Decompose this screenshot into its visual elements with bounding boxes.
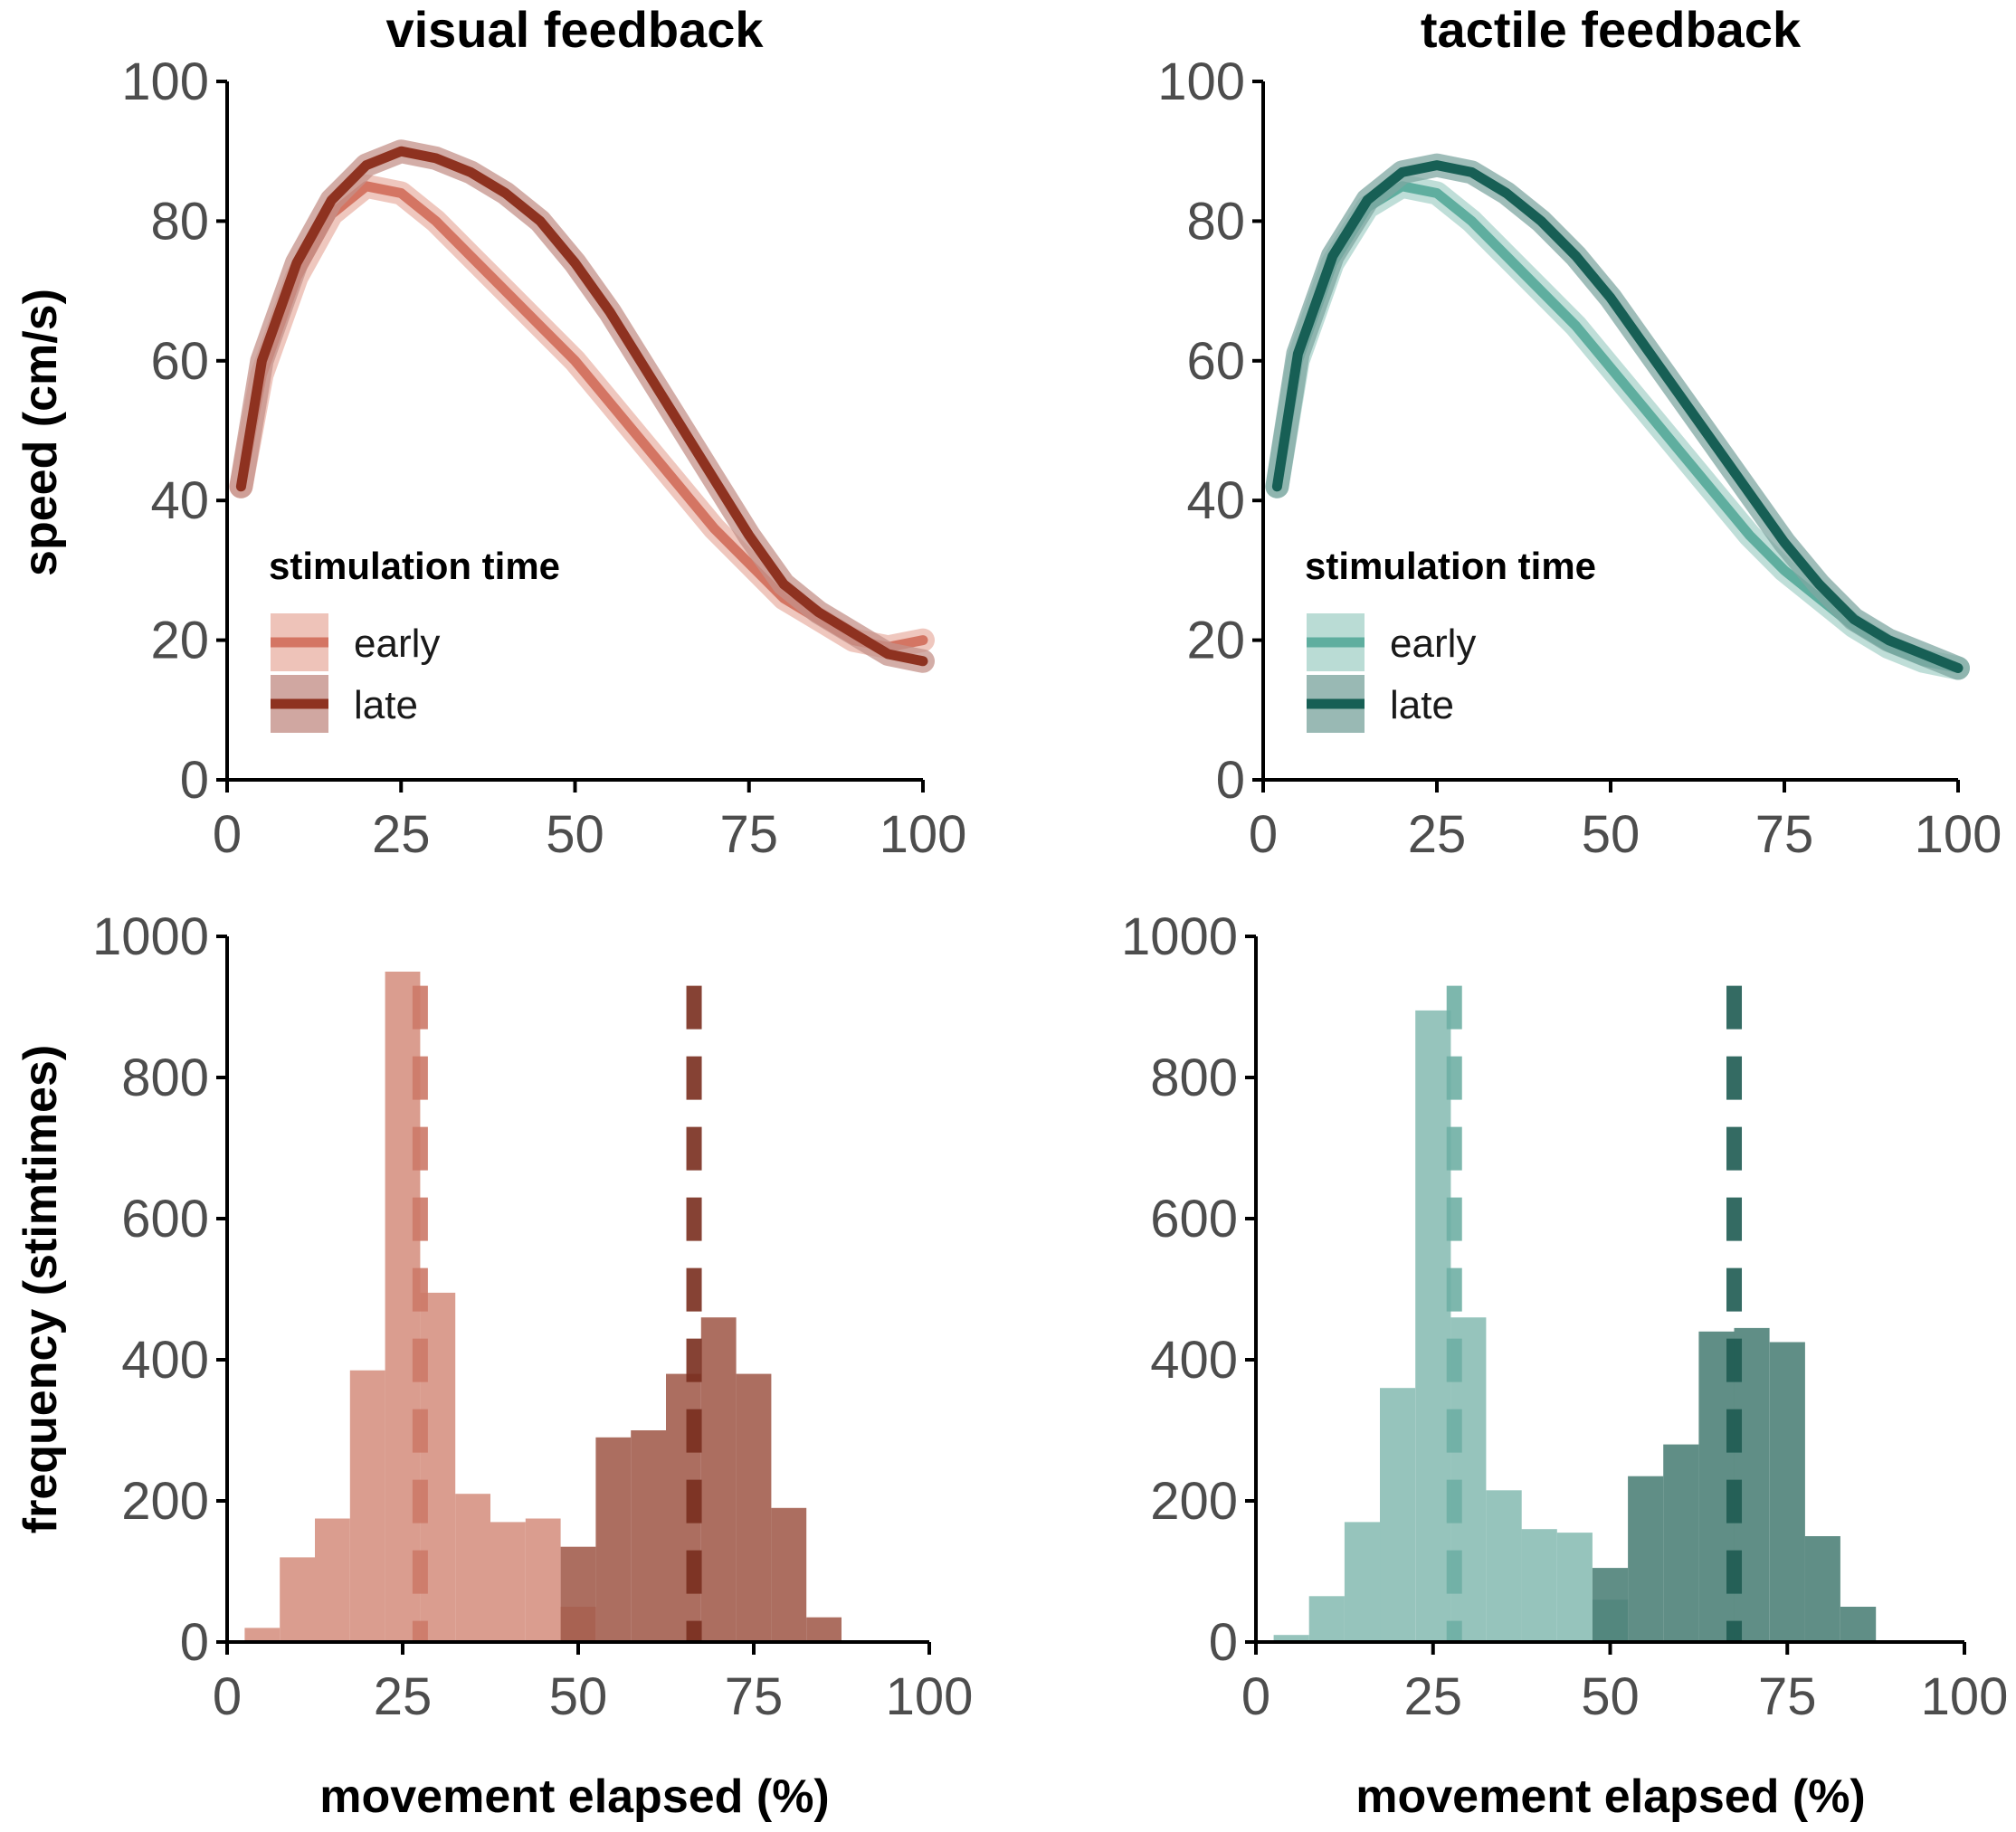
series-line-early: [1271, 181, 1964, 673]
histogram-bar-early: [1415, 1010, 1451, 1642]
y-tick-label: 60: [1186, 332, 1245, 391]
histogram-bar-early: [349, 1370, 385, 1642]
histogram-bar-late: [560, 1546, 596, 1642]
histogram-bar-early: [1380, 1388, 1416, 1642]
legend-title: stimulation time: [269, 545, 560, 587]
histogram-bar-early: [1273, 1635, 1309, 1642]
y-tick-label: 600: [1150, 1190, 1238, 1248]
histogram-bar-early: [280, 1557, 315, 1642]
y-tick-label: 400: [1150, 1331, 1238, 1390]
x-tick-label: 25: [372, 805, 431, 864]
histogram-bar-late: [736, 1373, 772, 1642]
histogram-bar-early: [525, 1518, 561, 1642]
histogram-bar-early: [1556, 1533, 1593, 1642]
y-tick-label: 40: [150, 471, 209, 530]
y-tick-label: 100: [1157, 52, 1245, 111]
x-tick-label: 0: [213, 1667, 242, 1726]
y-tick-label: 200: [121, 1472, 209, 1531]
x-tick-label: 0: [1249, 805, 1278, 864]
series-line-late: [1271, 160, 1964, 673]
y-tick-label: 400: [121, 1331, 209, 1390]
legend-label-early: early: [1390, 622, 1476, 666]
y-tick-label: 800: [1150, 1049, 1238, 1107]
xlabel-movement-tactile: movement elapsed (%): [1355, 1770, 1866, 1823]
legend-label-late: late: [1390, 683, 1454, 727]
histogram-bar-late: [700, 1317, 737, 1642]
histogram-bar-late: [806, 1617, 842, 1642]
histogram-bar-late: [1628, 1476, 1664, 1642]
legend-label-late: late: [354, 683, 418, 727]
histogram-bar-late: [771, 1507, 807, 1642]
title-tactile-feedback: tactile feedback: [1421, 1, 1802, 58]
histogram-bar-late: [631, 1430, 666, 1642]
x-tick-label: 50: [549, 1667, 608, 1726]
y-tick-label: 60: [150, 332, 209, 391]
panel-tactile-hist: 0 200 400 600 800 1000 0 25 50 75 100: [1121, 907, 2008, 1726]
x-tick-label: 50: [546, 805, 604, 864]
title-visual-feedback: visual feedback: [385, 1, 764, 58]
histogram-bar-late: [1840, 1607, 1877, 1642]
x-tick-label: 75: [1758, 1667, 1817, 1726]
y-tick-label: 0: [180, 1613, 209, 1672]
y-tick-label: 40: [1186, 471, 1245, 530]
x-tick-label: 75: [1755, 805, 1814, 864]
x-tick-label: 75: [719, 805, 778, 864]
y-tick-label: 100: [121, 52, 209, 111]
histogram-bar-early: [1308, 1596, 1345, 1642]
x-tick-label: 25: [1408, 805, 1467, 864]
x-tick-label: 100: [1915, 805, 2002, 864]
xlabel-movement-visual: movement elapsed (%): [319, 1770, 830, 1823]
histogram-bar-late: [1769, 1342, 1805, 1642]
x-tick-label: 25: [1403, 1667, 1462, 1726]
y-tick-label: 1000: [92, 907, 209, 966]
histogram-bar-early: [1486, 1490, 1522, 1642]
y-tick-label: 80: [1186, 192, 1245, 251]
histogram-bar-early: [1344, 1522, 1381, 1642]
x-tick-label: 100: [880, 805, 967, 864]
histogram-bar-late: [595, 1437, 632, 1642]
panel-tactile-speed: 0 20 40 60 80 100 0 25 50 75 100 stimulation time ea…: [1157, 52, 2002, 864]
y-tick-label: 0: [180, 751, 209, 810]
histogram-bar-early: [315, 1518, 350, 1642]
histogram-bar-early: [455, 1494, 490, 1642]
y-tick-label: 0: [1216, 751, 1245, 810]
histogram-bar-late: [1592, 1568, 1629, 1642]
x-tick-label: 25: [374, 1667, 433, 1726]
histogram-bar-early: [490, 1522, 526, 1642]
ylabel-frequency: frequency (stimtimes): [14, 1045, 67, 1533]
y-tick-label: 0: [1209, 1613, 1238, 1672]
histogram-bar-late: [1663, 1444, 1699, 1642]
y-tick-label: 80: [150, 192, 209, 251]
series-band-late: [1265, 153, 1970, 680]
histogram-bar-early: [1521, 1529, 1557, 1642]
x-tick-label: 50: [1581, 1667, 1640, 1726]
panel-visual-speed: 0 20 40 60 80 100 0 25 50 75 100 stimulation time ea…: [121, 52, 966, 864]
y-tick-label: 800: [121, 1049, 209, 1107]
y-tick-label: 200: [1150, 1472, 1238, 1531]
histogram-bar-early: [244, 1628, 281, 1642]
x-tick-label: 100: [886, 1667, 974, 1726]
y-tick-label: 20: [150, 612, 209, 670]
x-tick-label: 50: [1582, 805, 1640, 864]
panel-visual-hist: 0 200 400 600 800 1000 0 25 50 75 100: [92, 907, 973, 1726]
series-line-late: [235, 146, 928, 667]
y-tick-label: 600: [121, 1190, 209, 1248]
x-tick-label: 100: [1921, 1667, 2009, 1726]
legend-title: stimulation time: [1305, 545, 1596, 587]
legend-label-early: early: [354, 622, 440, 666]
y-tick-label: 20: [1186, 612, 1245, 670]
ylabel-speed: speed (cm/s): [14, 289, 67, 576]
x-tick-label: 75: [725, 1667, 784, 1726]
x-tick-label: 0: [213, 805, 242, 864]
y-tick-label: 1000: [1121, 907, 1238, 966]
series-band-early: [1265, 174, 1970, 680]
x-tick-label: 0: [1241, 1667, 1270, 1726]
histogram-bar-late: [1804, 1536, 1840, 1642]
